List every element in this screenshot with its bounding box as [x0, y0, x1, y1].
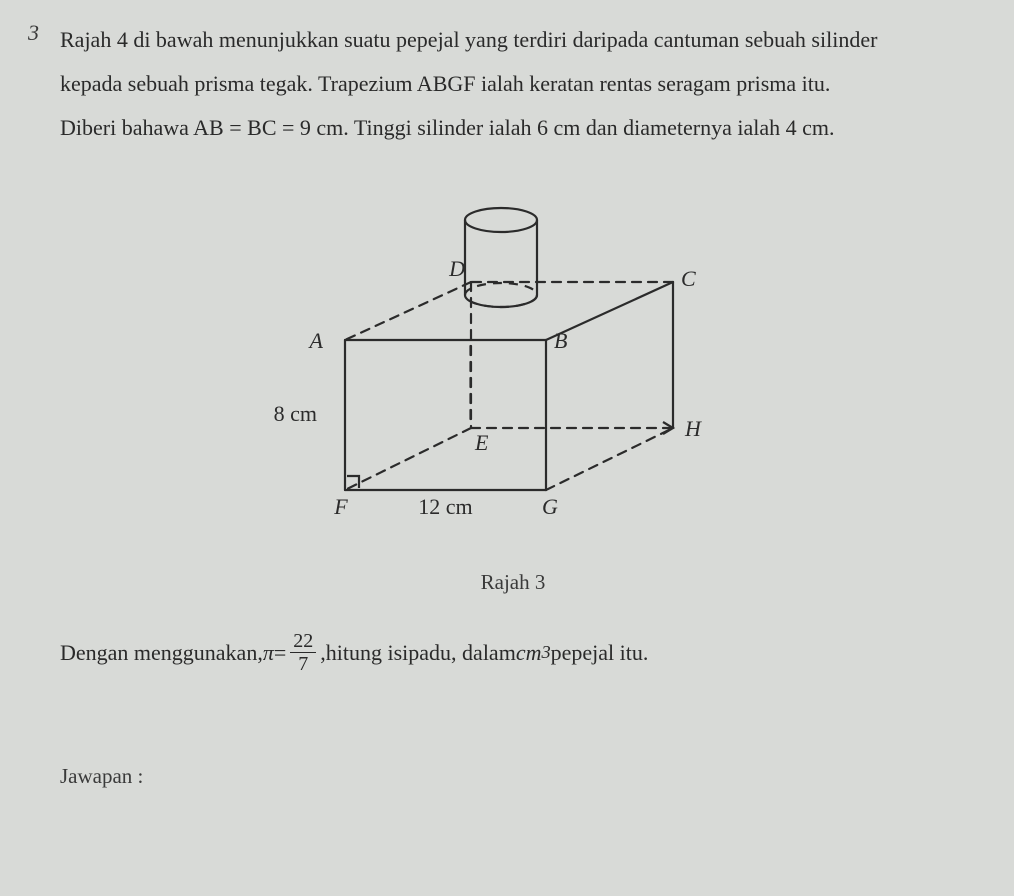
fraction-numerator: 22: [290, 631, 316, 653]
question-line-1: Rajah 4 di bawah menunjukkan suatu pepej…: [60, 27, 877, 52]
question-line-2: kepada sebuah prisma tegak. Trapezium AB…: [60, 71, 830, 96]
svg-text:C: C: [681, 266, 696, 291]
fraction-denominator: 7: [298, 653, 308, 674]
svg-text:A: A: [308, 328, 324, 353]
unit-exp: 3: [541, 642, 550, 663]
svg-text:12 cm: 12 cm: [418, 494, 472, 519]
unit-cm: cm: [516, 640, 542, 666]
svg-text:H: H: [684, 416, 702, 441]
instruction-prefix: Dengan menggunakan,: [60, 640, 263, 666]
answer-label: Jawapan :: [60, 764, 966, 789]
diagram-caption: Rajah 3: [60, 570, 966, 595]
question-text: Rajah 4 di bawah menunjukkan suatu pepej…: [60, 18, 966, 150]
svg-text:E: E: [474, 430, 489, 455]
diagram: A B C D E F G H 8 cm 12 cm: [60, 170, 966, 550]
fraction-22-7: 22 7: [290, 631, 316, 674]
instruction-text: Dengan menggunakan, π = 22 7 , hitung is…: [60, 631, 966, 674]
svg-text:8 cm: 8 cm: [274, 401, 317, 426]
question-line-3: Diberi bahawa AB = BC = 9 cm. Tinggi sil…: [60, 115, 835, 140]
svg-text:F: F: [333, 494, 348, 519]
svg-text:D: D: [448, 256, 465, 281]
svg-text:G: G: [542, 494, 558, 519]
prism-cylinder-diagram: A B C D E F G H 8 cm 12 cm: [243, 170, 783, 550]
instruction-mid: hitung isipadu, dalam: [326, 640, 516, 666]
svg-text:B: B: [554, 328, 567, 353]
question-number: 3: [28, 20, 39, 46]
instruction-suffix: pepejal itu.: [551, 640, 649, 666]
equals: =: [274, 640, 286, 666]
pi-symbol: π: [263, 640, 274, 666]
